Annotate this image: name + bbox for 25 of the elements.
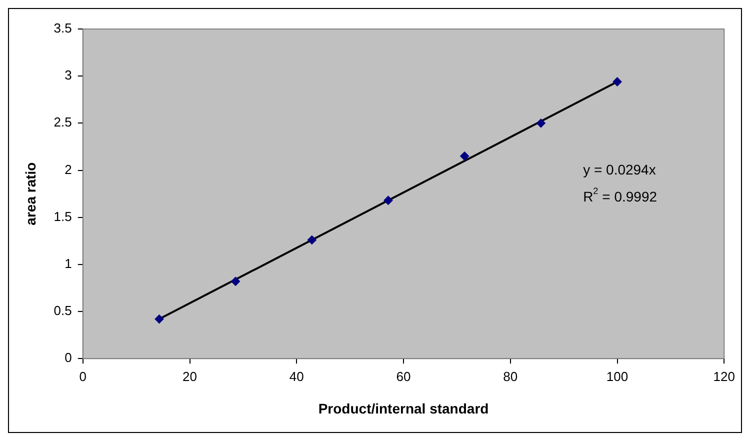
point [231, 276, 240, 286]
x-tick-label: 0 [79, 368, 86, 384]
point [612, 77, 622, 86]
y-tick-label: 0.5 [54, 303, 72, 318]
y-tick-label: 3 [64, 68, 72, 83]
x-tick-label: 100 [606, 368, 628, 384]
x-tick-label: 80 [503, 368, 518, 384]
point [307, 235, 316, 244]
x-tick-label: 60 [396, 368, 411, 384]
point [384, 196, 393, 205]
annotation: y = 0.0294x [583, 162, 656, 178]
y-tick-label: 3.5 [54, 20, 72, 36]
point [536, 118, 546, 128]
y-tick-label: 2.5 [54, 114, 72, 130]
y-axis-title: area ratio [22, 162, 38, 226]
y-tick-label: 0 [64, 350, 72, 366]
x-axis-title: Product/internal standard [318, 400, 489, 416]
y-tick-label: 1.5 [54, 208, 72, 224]
y-tick-label: 2 [64, 162, 72, 177]
x-tick-label: 20 [182, 368, 197, 384]
y-tick-label: 1 [64, 256, 72, 272]
point [460, 152, 470, 161]
x-tick-label: 40 [289, 368, 304, 384]
x-tick-label: 120 [713, 368, 736, 384]
point [154, 314, 164, 324]
